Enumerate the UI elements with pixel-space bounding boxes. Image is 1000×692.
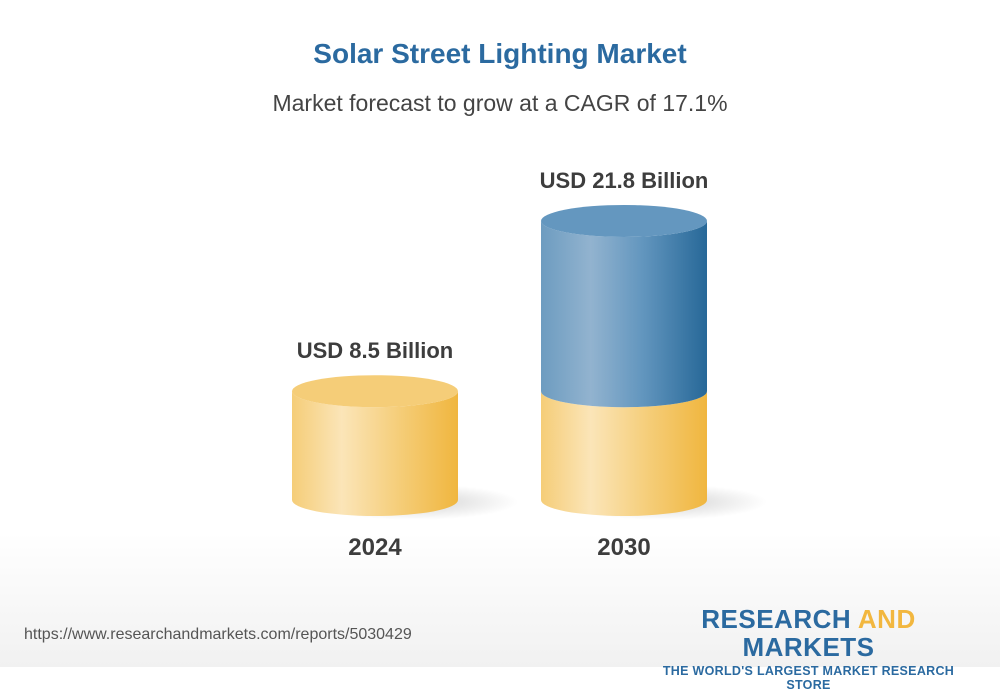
data-label: USD 21.8 Billion [540,168,709,193]
bar-top [541,204,707,237]
bar-body-growth [541,220,707,408]
chart-subtitle: Market forecast to grow at a CAGR of 17.… [272,90,728,116]
bar-body-base [541,391,707,516]
bar-body-base [292,391,458,516]
bar-top [292,375,458,408]
cylinder-chart: USD 8.5 Billion 2024 USD 21.8 Billion 2030 [292,168,767,561]
source-url[interactable]: https://www.researchandmarkets.com/repor… [24,626,412,643]
category-label: 2024 [348,534,402,561]
data-label: USD 8.5 Billion [297,338,453,363]
research-and-markets-logo: RESEARCH AND MARKETS THE WORLD'S LARGEST… [662,604,955,692]
chart-title: Solar Street Lighting Market [313,38,687,69]
category-label: 2030 [597,534,650,561]
